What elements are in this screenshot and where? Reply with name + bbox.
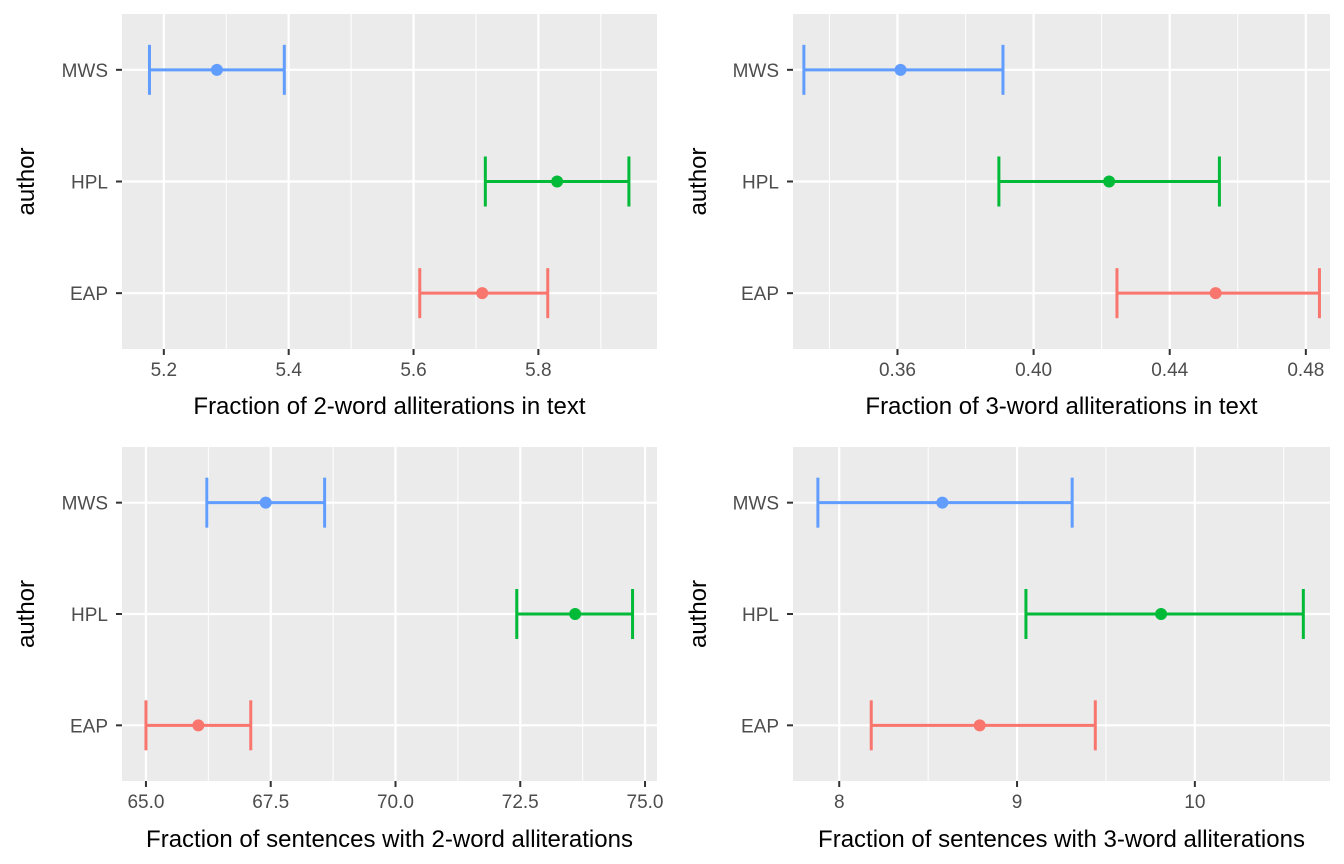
chart-panel-4: 8 9 10 EAP HPL MWS Fraction of sentences with … <box>685 447 1330 853</box>
y-tick-label: HPL <box>71 605 108 626</box>
x-tick-label: 72.5 <box>502 792 539 813</box>
x-axis-title: Fraction of sentences with 2-word allite… <box>146 826 633 853</box>
errorbar-eap <box>418 268 550 319</box>
x-tick-label: 8 <box>834 792 845 813</box>
y-tick-label: MWS <box>733 61 779 82</box>
errorbar-hpl <box>515 589 635 639</box>
y-axis-title: author <box>685 147 712 215</box>
mean-point <box>1155 608 1168 620</box>
mean-point <box>476 287 489 300</box>
x-tick-label: 70.0 <box>377 792 414 813</box>
mean-point <box>973 719 986 732</box>
y-axis-title: author <box>13 580 40 648</box>
errorbar-eap <box>144 700 253 751</box>
mean-point <box>192 719 205 732</box>
y-tick-label: HPL <box>71 173 108 194</box>
y-axis-title: author <box>13 147 40 215</box>
x-tick-label: 0.44 <box>1151 360 1188 381</box>
errorbar-mws <box>802 44 1005 95</box>
x-tick-label: 9 <box>1012 792 1023 813</box>
x-axis-title: Fraction of 2-word alliterations in text <box>193 393 586 420</box>
y-tick-label: MWS <box>62 61 108 82</box>
errorbar-hpl <box>483 156 631 207</box>
mean-point <box>1209 287 1222 300</box>
x-tick-label: 0.36 <box>879 360 916 381</box>
x-tick-label: 5.6 <box>400 360 426 381</box>
x-tick-label: 67.5 <box>252 792 289 813</box>
chart-panel-2: 0.36 0.40 0.44 0.48 EAP HPL MWS Fraction of 3-w… <box>685 14 1330 420</box>
mean-point <box>894 63 907 76</box>
errorbar-hpl <box>1024 589 1305 639</box>
errorbar-eap <box>869 700 1097 751</box>
chart-panel-1: 5.2 5.4 5.6 5.8 EAP HPL MWS Fraction of 2-word … <box>13 14 657 420</box>
mean-point <box>569 608 582 620</box>
x-tick-label: 5.8 <box>525 360 551 381</box>
x-tick-label: 5.2 <box>151 360 177 381</box>
y-tick-label: MWS <box>62 494 108 515</box>
y-tick-label: HPL <box>742 173 779 194</box>
x-tick-label: 0.48 <box>1287 360 1324 381</box>
y-tick-label: MWS <box>733 494 779 515</box>
errorbar-mws <box>147 44 286 95</box>
y-tick-label: EAP <box>70 284 108 305</box>
mean-point <box>259 496 272 509</box>
mean-point <box>936 496 949 509</box>
mean-point <box>551 175 564 188</box>
errorbar-eap <box>1115 268 1321 319</box>
errorbar-mws <box>816 477 1074 528</box>
y-tick-label: EAP <box>70 716 108 737</box>
x-axis-title: Fraction of 3-word alliterations in text <box>865 393 1258 420</box>
x-tick-label: 10 <box>1184 792 1205 813</box>
y-tick-label: EAP <box>741 716 779 737</box>
errorbar-mws <box>205 477 327 528</box>
x-tick-label: 65.0 <box>127 792 164 813</box>
x-tick-label: 5.4 <box>275 360 302 381</box>
x-axis-title: Fraction of sentences with 3-word allite… <box>818 826 1305 853</box>
y-tick-label: HPL <box>742 605 779 626</box>
mean-point <box>210 63 223 76</box>
x-tick-label: 75.0 <box>627 792 664 813</box>
chart-panel-3: 65.0 67.5 70.0 72.5 75.0 EAP HPL MWS Fraction of… <box>13 447 664 853</box>
mean-point <box>1103 175 1116 188</box>
y-tick-label: EAP <box>741 284 779 305</box>
x-tick-label: 0.40 <box>1015 360 1052 381</box>
y-axis-title: author <box>685 580 712 648</box>
errorbar-hpl <box>997 156 1221 207</box>
